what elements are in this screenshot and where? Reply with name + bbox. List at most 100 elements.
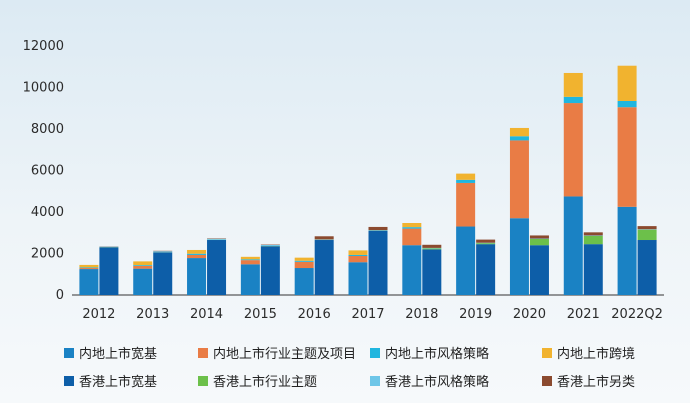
bar-segment	[187, 253, 207, 255]
bar-segment	[529, 238, 549, 246]
bar-segment	[79, 268, 99, 270]
legend-label: 内地上市行业主题及项目	[213, 346, 356, 362]
legend-swatch	[198, 376, 208, 386]
bar-segment	[294, 268, 314, 295]
bar-segment	[583, 235, 603, 245]
bar-segment	[563, 96, 583, 104]
bar-segment	[402, 228, 422, 246]
legend-swatch	[542, 376, 552, 386]
legend-swatch	[64, 376, 74, 386]
bar-segment	[294, 257, 314, 261]
x-tick-label: 2022Q2	[611, 307, 663, 322]
bar-segment	[456, 179, 476, 183]
y-tick-label: 12000	[23, 39, 64, 54]
x-tick-label: 2016	[298, 307, 331, 322]
y-tick-label: 6000	[31, 164, 64, 179]
bar-segment	[314, 236, 334, 240]
bar-segment	[240, 260, 260, 265]
bar-segment	[509, 140, 529, 219]
bar-segment	[368, 226, 388, 231]
legend-label: 内地上市跨境	[557, 346, 635, 362]
bar-segment	[563, 103, 583, 197]
bar-segment	[476, 244, 496, 295]
bar-segment	[314, 240, 334, 295]
bar-segment	[240, 264, 260, 295]
bar-segment	[294, 260, 314, 262]
y-tick-label: 2000	[31, 247, 64, 262]
legend-swatch	[370, 348, 380, 358]
legend-label: 香港上市风格策略	[385, 374, 489, 390]
bar-segment	[133, 261, 153, 266]
bar-segment	[79, 264, 99, 268]
bar-segment	[617, 65, 637, 101]
bar-segment	[529, 245, 549, 295]
x-tick-label: 2015	[244, 307, 277, 322]
bar-segment	[153, 252, 173, 295]
x-tick-label: 2014	[190, 307, 223, 322]
bar-segment	[617, 206, 637, 295]
bar-segment	[637, 226, 657, 230]
legend-label: 香港上市另类	[557, 374, 635, 390]
bar-segment	[260, 244, 280, 247]
bar-segment	[617, 100, 637, 108]
bar-segment	[348, 254, 368, 256]
x-tick-label: 2017	[351, 307, 384, 322]
bar-segment	[187, 249, 207, 254]
bar-segment	[637, 240, 657, 295]
bar-segment	[187, 258, 207, 295]
bar-segment	[79, 267, 99, 269]
bar-segment	[529, 235, 549, 239]
x-tick-label: 2018	[405, 307, 438, 322]
bar-segment	[422, 248, 442, 250]
y-tick-label: 0	[56, 288, 64, 303]
x-tick-label: 2013	[136, 307, 169, 322]
y-tick-label: 10000	[23, 81, 64, 96]
bar-segment	[133, 268, 153, 295]
bar-segment	[476, 243, 496, 245]
bar-segment	[583, 244, 603, 295]
x-tick-label: 2012	[82, 307, 115, 322]
bar-segment	[456, 173, 476, 180]
bar-segment	[240, 259, 260, 261]
bar-segment	[348, 250, 368, 255]
bar-segment	[509, 218, 529, 295]
legend-label: 香港上市宽基	[79, 374, 157, 390]
legend-swatch	[198, 348, 208, 358]
legend-label: 内地上市宽基	[79, 346, 157, 362]
bar-segment	[402, 227, 422, 229]
bar-segment	[240, 256, 260, 260]
bar-segment	[79, 269, 99, 295]
bar-segment	[207, 238, 227, 240]
bar-segment	[456, 182, 476, 227]
bar-segment	[368, 230, 388, 295]
bar-segment	[348, 262, 368, 295]
bar-segment	[456, 226, 476, 295]
bar-segment	[402, 222, 422, 228]
bar-segment	[348, 255, 368, 263]
bar-segment	[133, 265, 153, 269]
bar-segment	[476, 239, 496, 243]
bar-segment	[402, 245, 422, 295]
x-tick-label: 2020	[513, 307, 546, 322]
bar-segment	[294, 261, 314, 269]
bar-segment	[422, 244, 442, 248]
legend-swatch	[370, 376, 380, 386]
bar-segment	[637, 229, 657, 241]
x-tick-label: 2019	[459, 307, 492, 322]
legend-swatch	[542, 348, 552, 358]
bar-segment	[260, 246, 280, 295]
bar-segment	[617, 107, 637, 207]
legend-label: 香港上市行业主题	[213, 374, 317, 390]
bar-segment	[153, 251, 173, 253]
bar-segment	[583, 232, 603, 236]
bar-segment	[509, 136, 529, 141]
bar-segment	[422, 249, 442, 295]
legend-swatch	[64, 348, 74, 358]
x-tick-label: 2021	[567, 307, 600, 322]
bar-segment	[207, 240, 227, 295]
bar-segment	[509, 127, 529, 137]
bar-segment	[133, 265, 153, 266]
bar-segment	[563, 196, 583, 295]
